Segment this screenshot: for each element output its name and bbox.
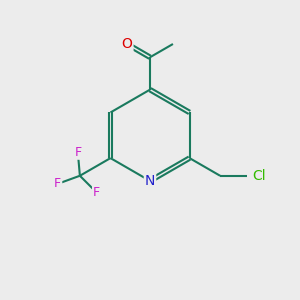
Text: Cl: Cl	[253, 169, 266, 183]
Text: F: F	[93, 186, 100, 199]
Text: O: O	[122, 37, 133, 51]
Text: F: F	[74, 146, 81, 159]
Text: N: N	[145, 174, 155, 188]
Text: F: F	[54, 177, 61, 190]
